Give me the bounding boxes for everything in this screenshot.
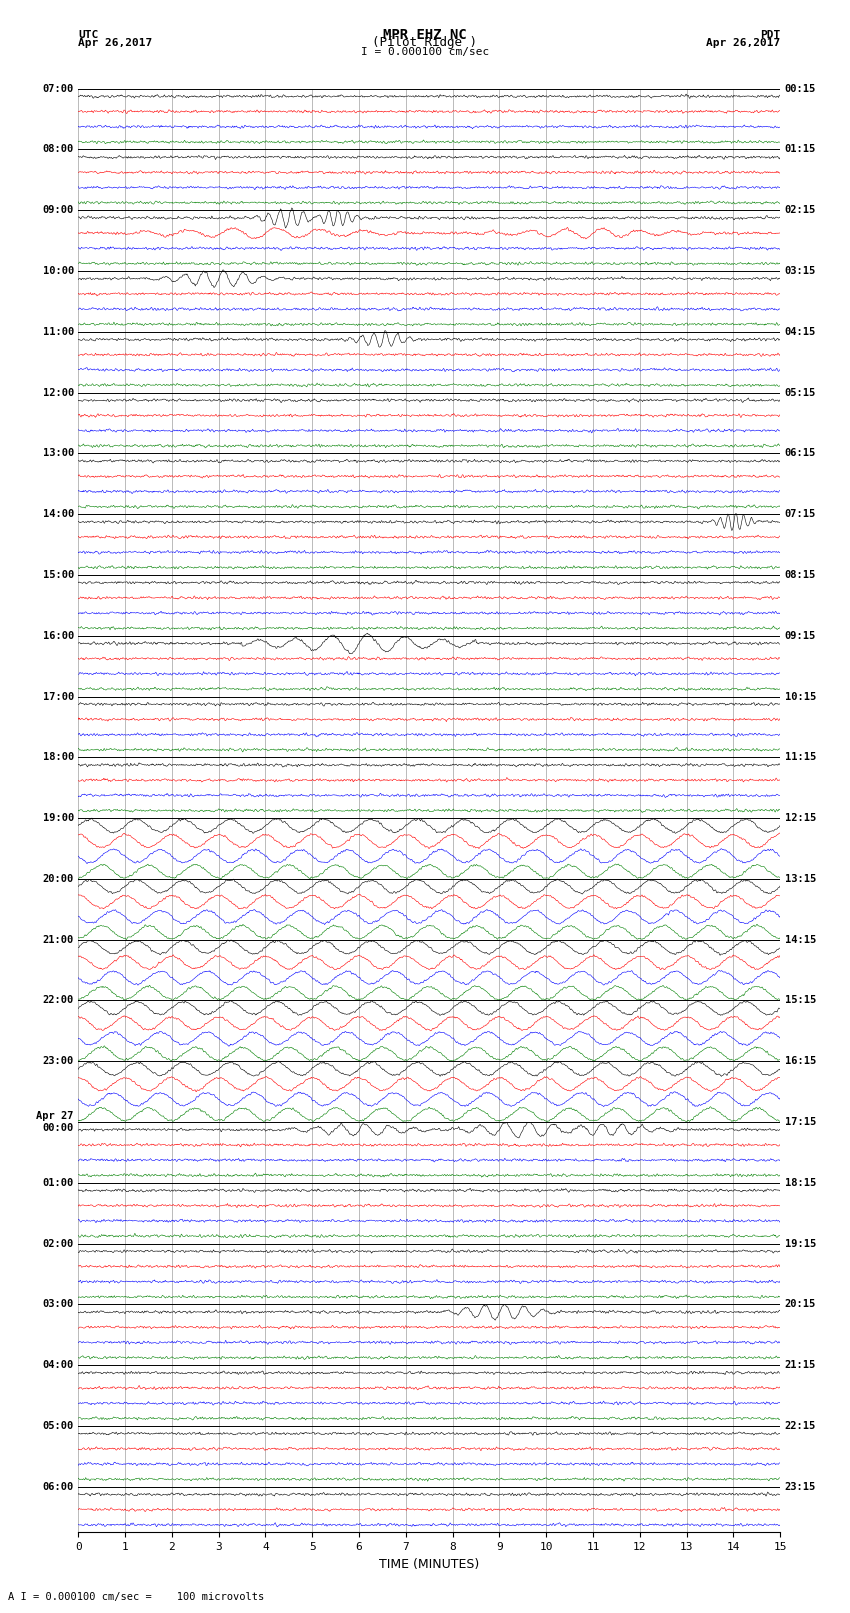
Text: 07:15: 07:15 <box>785 510 816 519</box>
Text: 23:00: 23:00 <box>42 1057 74 1066</box>
Text: 08:00: 08:00 <box>42 145 74 155</box>
Text: Apr 26,2017: Apr 26,2017 <box>78 37 152 48</box>
Text: 18:00: 18:00 <box>42 752 74 763</box>
Text: 20:00: 20:00 <box>42 874 74 884</box>
Text: 19:15: 19:15 <box>785 1239 816 1248</box>
Text: 19:00: 19:00 <box>42 813 74 823</box>
Text: PDT: PDT <box>760 29 780 40</box>
Text: 14:00: 14:00 <box>42 510 74 519</box>
Text: 02:00: 02:00 <box>42 1239 74 1248</box>
Text: 17:00: 17:00 <box>42 692 74 702</box>
Text: 14:15: 14:15 <box>785 934 816 945</box>
Text: 09:15: 09:15 <box>785 631 816 640</box>
Text: 08:15: 08:15 <box>785 569 816 581</box>
Text: 10:15: 10:15 <box>785 692 816 702</box>
Text: I = 0.000100 cm/sec: I = 0.000100 cm/sec <box>361 47 489 56</box>
Text: 07:00: 07:00 <box>42 84 74 94</box>
Text: 21:15: 21:15 <box>785 1360 816 1369</box>
Text: 22:15: 22:15 <box>785 1421 816 1431</box>
Text: 17:15: 17:15 <box>785 1118 816 1127</box>
Text: 16:00: 16:00 <box>42 631 74 640</box>
X-axis label: TIME (MINUTES): TIME (MINUTES) <box>379 1558 479 1571</box>
Text: 13:00: 13:00 <box>42 448 74 458</box>
Text: 16:15: 16:15 <box>785 1057 816 1066</box>
Text: 04:15: 04:15 <box>785 327 816 337</box>
Text: 18:15: 18:15 <box>785 1177 816 1187</box>
Text: MPR EHZ NC: MPR EHZ NC <box>383 27 467 42</box>
Text: 20:15: 20:15 <box>785 1300 816 1310</box>
Text: 11:00: 11:00 <box>42 327 74 337</box>
Text: 06:15: 06:15 <box>785 448 816 458</box>
Text: 01:00: 01:00 <box>42 1177 74 1187</box>
Text: 03:00: 03:00 <box>42 1300 74 1310</box>
Text: 03:15: 03:15 <box>785 266 816 276</box>
Text: 10:00: 10:00 <box>42 266 74 276</box>
Text: Apr 26,2017: Apr 26,2017 <box>706 37 780 48</box>
Text: (Pilot Ridge ): (Pilot Ridge ) <box>372 35 478 50</box>
Text: 06:00: 06:00 <box>42 1482 74 1492</box>
Text: 12:00: 12:00 <box>42 387 74 398</box>
Text: 13:15: 13:15 <box>785 874 816 884</box>
Text: 15:00: 15:00 <box>42 569 74 581</box>
Text: 15:15: 15:15 <box>785 995 816 1005</box>
Text: 22:00: 22:00 <box>42 995 74 1005</box>
Text: 04:00: 04:00 <box>42 1360 74 1369</box>
Text: Apr 27
00:00: Apr 27 00:00 <box>37 1111 74 1132</box>
Text: UTC: UTC <box>78 29 99 40</box>
Text: 09:00: 09:00 <box>42 205 74 215</box>
Text: 12:15: 12:15 <box>785 813 816 823</box>
Text: 00:15: 00:15 <box>785 84 816 94</box>
Text: 11:15: 11:15 <box>785 752 816 763</box>
Text: 02:15: 02:15 <box>785 205 816 215</box>
Text: 01:15: 01:15 <box>785 145 816 155</box>
Text: 23:15: 23:15 <box>785 1482 816 1492</box>
Text: A I = 0.000100 cm/sec =    100 microvolts: A I = 0.000100 cm/sec = 100 microvolts <box>8 1592 264 1602</box>
Text: 05:15: 05:15 <box>785 387 816 398</box>
Text: 05:00: 05:00 <box>42 1421 74 1431</box>
Text: 21:00: 21:00 <box>42 934 74 945</box>
